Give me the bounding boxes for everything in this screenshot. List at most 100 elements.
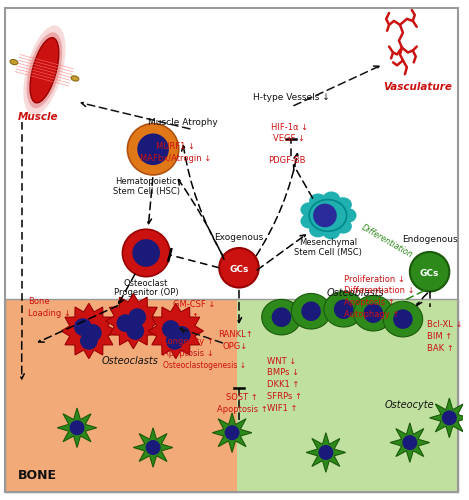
Polygon shape bbox=[61, 304, 116, 358]
Circle shape bbox=[301, 302, 321, 321]
Text: Osteoblasts: Osteoblasts bbox=[326, 288, 385, 298]
Ellipse shape bbox=[334, 197, 352, 212]
Circle shape bbox=[145, 440, 160, 455]
Text: Apoptosis ↑: Apoptosis ↑ bbox=[344, 298, 394, 308]
Text: BIM ↑: BIM ↑ bbox=[427, 332, 452, 341]
Text: Differentiation: Differentiation bbox=[360, 223, 415, 260]
Text: Apoptosis ↓: Apoptosis ↓ bbox=[163, 348, 214, 358]
Ellipse shape bbox=[309, 200, 347, 231]
Circle shape bbox=[80, 332, 98, 349]
Text: MAFbx/Atrogin ↓: MAFbx/Atrogin ↓ bbox=[140, 154, 212, 163]
Polygon shape bbox=[237, 300, 458, 492]
Text: DKK1 ↑: DKK1 ↑ bbox=[267, 380, 299, 390]
Text: BONE: BONE bbox=[18, 469, 57, 482]
Ellipse shape bbox=[301, 214, 318, 228]
Circle shape bbox=[313, 204, 337, 228]
Circle shape bbox=[127, 322, 144, 340]
Circle shape bbox=[402, 435, 417, 450]
Ellipse shape bbox=[27, 32, 62, 108]
Polygon shape bbox=[148, 304, 204, 358]
Text: Proliferation ↓: Proliferation ↓ bbox=[344, 274, 405, 283]
Text: Bone: Bone bbox=[28, 298, 49, 306]
Circle shape bbox=[393, 310, 413, 329]
Polygon shape bbox=[57, 408, 97, 448]
Circle shape bbox=[128, 124, 179, 175]
Ellipse shape bbox=[339, 208, 356, 223]
Ellipse shape bbox=[301, 202, 318, 217]
Text: Autophagy ↑: Autophagy ↑ bbox=[344, 310, 399, 319]
Circle shape bbox=[442, 410, 457, 426]
Text: Stem Cell (MSC): Stem Cell (MSC) bbox=[294, 248, 362, 257]
Text: TNF ↑: TNF ↑ bbox=[173, 312, 199, 321]
Ellipse shape bbox=[334, 219, 352, 234]
Ellipse shape bbox=[262, 300, 301, 335]
Circle shape bbox=[74, 318, 92, 336]
Text: SFRPs ↑: SFRPs ↑ bbox=[267, 392, 302, 401]
Circle shape bbox=[272, 308, 291, 327]
Text: Bcl-XL ↓: Bcl-XL ↓ bbox=[427, 320, 462, 329]
Circle shape bbox=[129, 308, 146, 326]
Text: WIF1 ↑: WIF1 ↑ bbox=[267, 404, 297, 413]
Circle shape bbox=[137, 134, 169, 165]
Text: RANKL↑: RANKL↑ bbox=[218, 330, 252, 339]
Ellipse shape bbox=[324, 292, 363, 327]
Text: GM-CSF ↓: GM-CSF ↓ bbox=[173, 300, 215, 310]
Text: Longevity ↑: Longevity ↑ bbox=[163, 337, 214, 346]
Ellipse shape bbox=[309, 194, 327, 208]
Text: Differentiation ↓: Differentiation ↓ bbox=[344, 286, 414, 296]
Text: Mesenchymal: Mesenchymal bbox=[299, 238, 357, 247]
Ellipse shape bbox=[309, 222, 327, 238]
Ellipse shape bbox=[354, 296, 393, 331]
Circle shape bbox=[219, 248, 259, 288]
Text: GCs: GCs bbox=[229, 266, 249, 274]
Circle shape bbox=[122, 230, 170, 276]
Text: Hematopoietic: Hematopoietic bbox=[115, 177, 177, 186]
Text: BAK ↑: BAK ↑ bbox=[427, 344, 454, 352]
Text: Osteoclasts: Osteoclasts bbox=[102, 356, 159, 366]
Text: Apoptosis ↑: Apoptosis ↑ bbox=[217, 405, 267, 414]
Polygon shape bbox=[390, 423, 430, 463]
Text: Exogenous: Exogenous bbox=[214, 233, 264, 242]
Text: OPG↓: OPG↓ bbox=[222, 342, 248, 351]
Polygon shape bbox=[133, 428, 173, 468]
Text: GCs: GCs bbox=[420, 269, 439, 278]
Text: Stem Cell (HSC): Stem Cell (HSC) bbox=[113, 186, 180, 196]
Ellipse shape bbox=[10, 60, 18, 64]
Text: Loading ↓: Loading ↓ bbox=[28, 309, 70, 318]
Text: WNT ↓: WNT ↓ bbox=[267, 356, 296, 366]
Text: Progenitor (OP): Progenitor (OP) bbox=[114, 288, 179, 298]
Text: Muscle: Muscle bbox=[18, 112, 58, 122]
Circle shape bbox=[132, 239, 160, 267]
Circle shape bbox=[318, 445, 333, 460]
Text: MURF1 ↓: MURF1 ↓ bbox=[156, 142, 195, 152]
Circle shape bbox=[363, 304, 383, 323]
Ellipse shape bbox=[322, 224, 340, 240]
Text: Osteoclast: Osteoclast bbox=[124, 278, 168, 287]
Circle shape bbox=[334, 300, 354, 319]
Ellipse shape bbox=[71, 76, 79, 81]
Text: Endogenous: Endogenous bbox=[402, 235, 457, 244]
Ellipse shape bbox=[30, 38, 59, 103]
Circle shape bbox=[116, 314, 134, 332]
Ellipse shape bbox=[383, 302, 423, 337]
Text: H-type Vessels ↓: H-type Vessels ↓ bbox=[253, 93, 330, 102]
Text: HIF-1α ↓: HIF-1α ↓ bbox=[271, 122, 308, 132]
Text: Vasculature: Vasculature bbox=[383, 82, 452, 92]
Circle shape bbox=[173, 326, 190, 344]
Polygon shape bbox=[306, 432, 346, 472]
Text: Osteocyte: Osteocyte bbox=[385, 400, 435, 410]
Polygon shape bbox=[430, 398, 469, 438]
Circle shape bbox=[225, 425, 240, 440]
Circle shape bbox=[410, 252, 449, 292]
Text: PDGF-BB: PDGF-BB bbox=[268, 156, 305, 165]
Circle shape bbox=[166, 332, 184, 349]
Circle shape bbox=[84, 324, 102, 342]
Text: VEGF ↓: VEGF ↓ bbox=[273, 134, 305, 143]
Text: Osteoclastogenesis ↓: Osteoclastogenesis ↓ bbox=[163, 360, 246, 370]
Polygon shape bbox=[106, 294, 161, 349]
Polygon shape bbox=[5, 300, 237, 492]
Text: SOST ↑: SOST ↑ bbox=[226, 393, 258, 402]
Ellipse shape bbox=[322, 192, 340, 206]
Text: BMPs ↓: BMPs ↓ bbox=[267, 368, 299, 378]
Polygon shape bbox=[212, 413, 252, 453]
